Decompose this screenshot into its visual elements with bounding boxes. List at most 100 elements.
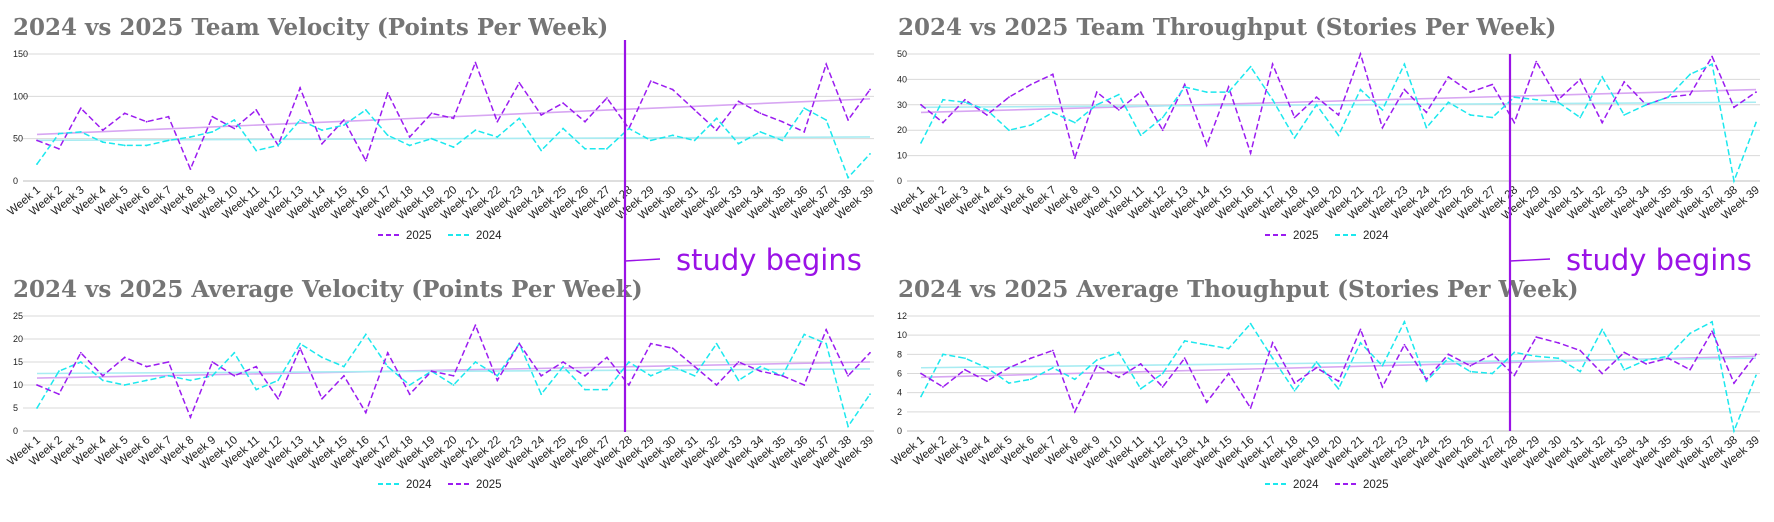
annotation-leader: [1509, 258, 1551, 262]
data-point: [299, 86, 301, 89]
data-point: [1513, 374, 1516, 377]
legend-label-2024: 2024: [1363, 230, 1389, 242]
data-point: [1183, 357, 1186, 360]
data-point: [1689, 332, 1691, 335]
data-point: [986, 380, 988, 383]
data-point: [277, 397, 280, 400]
data-point: [36, 407, 38, 409]
data-point: [1667, 96, 1670, 99]
data-point: [1601, 372, 1604, 375]
data-point: [321, 129, 323, 132]
data-point: [430, 112, 433, 115]
data-point: [1447, 357, 1450, 360]
data-point: [408, 384, 411, 386]
data-point: [1755, 121, 1757, 124]
data-point: [825, 119, 828, 121]
data-point: [1711, 63, 1713, 66]
data-point: [145, 144, 148, 147]
y-tick-label: 0: [897, 426, 902, 436]
data-point: [869, 351, 871, 354]
data-point: [1447, 353, 1450, 356]
data-point: [1425, 380, 1428, 383]
data-point: [1293, 389, 1296, 392]
data-point: [1095, 91, 1098, 93]
data-point: [1535, 98, 1538, 101]
series-line-2024: [920, 62, 1757, 184]
data-point: [1623, 114, 1626, 116]
data-point: [1579, 370, 1582, 373]
data-point: [1227, 91, 1230, 93]
data-point: [1733, 430, 1735, 432]
data-point: [1601, 121, 1604, 124]
data-point: [58, 370, 60, 373]
data-point: [1645, 103, 1648, 106]
data-point: [1733, 180, 1735, 182]
chart-average-velocity: 2024 vs 2025 Average Velocity (Points Pe…: [6, 276, 876, 491]
data-point: [189, 416, 192, 419]
data-point: [1359, 53, 1362, 55]
data-point: [803, 333, 806, 336]
data-point: [627, 384, 630, 386]
data-point: [1315, 103, 1318, 106]
data-point: [1513, 121, 1516, 124]
data-point: [562, 365, 565, 368]
data-point: [1645, 359, 1648, 361]
data-point: [1271, 357, 1274, 360]
data-point: [255, 365, 258, 368]
data-point: [233, 351, 236, 354]
data-point: [1293, 382, 1296, 384]
data-point: [1205, 401, 1208, 404]
data-point: [1535, 355, 1538, 358]
data-point: [584, 388, 586, 391]
data-point: [452, 374, 455, 377]
data-point: [1557, 357, 1560, 360]
data-point: [1161, 129, 1164, 132]
data-point: [1117, 351, 1120, 354]
y-tick-label: 0: [897, 176, 902, 186]
data-point: [1359, 88, 1362, 91]
data-point: [1403, 320, 1406, 323]
data-point: [942, 98, 944, 101]
data-point: [474, 361, 477, 363]
data-point: [1469, 91, 1472, 93]
data-point: [1623, 351, 1626, 354]
data-point: [1249, 322, 1252, 325]
data-point: [123, 112, 126, 115]
data-point: [1689, 368, 1691, 371]
data-point: [964, 368, 966, 371]
data-point: [737, 361, 740, 363]
legend-label-2025: 2025: [406, 230, 432, 242]
data-point: [737, 142, 740, 145]
data-point: [1227, 86, 1230, 88]
data-point: [1667, 357, 1670, 360]
data-point: [964, 357, 966, 360]
data-point: [847, 119, 849, 121]
data-point: [1205, 91, 1208, 93]
data-point: [189, 136, 192, 138]
data-point: [869, 153, 871, 155]
legend-label-2024: 2024: [1293, 479, 1319, 491]
data-point: [1447, 75, 1450, 78]
data-point: [1381, 108, 1384, 111]
series-line-2024: [920, 319, 1757, 434]
y-tick-label: 10: [897, 151, 907, 161]
data-point: [211, 130, 214, 133]
data-point: [1227, 347, 1230, 350]
data-point: [1073, 378, 1076, 381]
data-point: [1293, 136, 1296, 139]
data-point: [1095, 103, 1098, 106]
y-tick-label: 20: [13, 334, 23, 344]
y-tick-label: 20: [897, 125, 907, 135]
data-point: [1733, 382, 1735, 384]
data-point: [1711, 320, 1713, 323]
y-tick-label: 10: [897, 330, 907, 340]
data-point: [1051, 73, 1054, 76]
data-point: [759, 112, 762, 115]
data-point: [255, 388, 258, 391]
data-point: [1051, 349, 1054, 352]
data-point: [759, 370, 762, 373]
data-point: [452, 146, 455, 149]
data-point: [649, 342, 652, 345]
data-point: [1645, 363, 1648, 365]
data-point: [693, 108, 696, 111]
